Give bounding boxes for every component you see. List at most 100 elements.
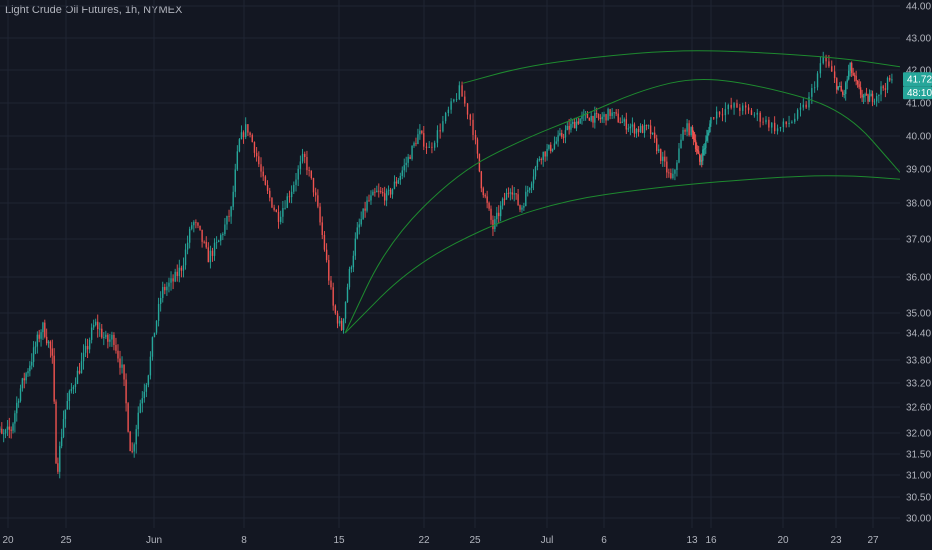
candle-body [695,148,698,151]
candle-body [884,88,887,90]
candle-body [701,160,703,162]
candle-body [691,127,694,133]
candle-body [264,176,267,186]
chart-title: Light Crude Oil Futures, 1h, NYMEX [5,4,183,16]
candle-body [633,124,636,134]
candle-body [282,208,284,217]
x-tick-label: 8 [241,535,247,546]
candle-body [105,334,107,338]
time-axis-background[interactable] [0,528,932,550]
candle-body [846,79,848,83]
candle-body [486,196,488,203]
candle-body [330,280,332,288]
trend-curve-1[interactable] [344,78,901,334]
candle-body [342,318,345,331]
candle-body [736,103,738,108]
price-axis[interactable]: 44.00 43.00 42.00 41.00 40.00 39.00 38.00 37.00… [906,2,931,525]
candle-body [220,235,222,241]
candle-body [372,191,374,196]
candle-body [651,132,654,135]
x-tick-label: 16 [705,535,717,546]
candle-body [861,94,863,98]
candle-body [391,188,394,195]
candle-body [808,96,810,108]
candle-body [2,433,5,435]
candle-body [621,121,623,123]
candle-body [586,113,589,119]
candle-body [623,119,625,122]
candle-body [791,121,793,123]
candle-body [581,115,583,119]
candle-body [90,327,93,340]
candle-body [709,123,711,133]
candle-body [172,278,174,282]
candle-body [168,282,170,287]
candle-body [553,143,556,149]
candle-body [115,344,117,351]
candle-body [517,194,519,206]
candle-body [1,428,3,434]
candle-body [312,177,315,193]
candle-body [297,168,299,180]
x-tick-label: 25 [469,535,481,546]
candle-body [680,139,682,149]
candle-body [68,391,71,401]
candle-body [387,189,390,191]
candle-body [380,191,382,193]
x-tick-label: 25 [60,535,72,546]
candle-body [62,419,65,438]
candle-body [413,143,415,146]
candle-body [238,139,241,152]
candle-body [421,130,423,134]
candle-body [269,190,271,198]
candle-body [655,138,658,152]
candle-body [370,195,372,201]
candle-body [693,139,696,141]
candle-body [184,249,187,266]
trend-curve-3[interactable] [462,50,901,84]
candle-body [684,130,686,132]
candle-body [31,361,33,366]
candle-body [286,196,288,208]
candle-body [197,222,199,226]
candle-body [643,124,646,133]
candle-body [561,133,563,137]
candle-body [139,403,141,413]
candle-body [111,334,113,340]
x-tick-label: 15 [333,535,345,546]
candle-body [301,153,304,162]
candle-body [234,169,236,192]
candle-body [811,88,813,97]
time-axis[interactable]: 20 25 Jun 8 15 22 25 Jul 6 13 16 20 23 27 [2,535,879,546]
candle-body [153,332,156,338]
candle-body [858,84,860,88]
candle-body [251,135,253,143]
candle-body [750,110,753,115]
last-price-badge [903,72,932,87]
candle-body [530,183,533,189]
candle-body [579,118,581,124]
y-tick-label: 35.00 [906,309,931,320]
candle-body [217,240,220,242]
trend-curve-2[interactable] [344,175,901,334]
candle-body [845,82,847,95]
candle-body [149,356,152,376]
candle-body [164,286,166,291]
candle-body [277,211,280,222]
candle-body [590,116,592,121]
candle-body [878,94,880,97]
candle-body [360,219,362,225]
y-tick-label: 34.40 [906,329,931,340]
price-badges: 41.72 48:10 [903,72,932,100]
candle-body [690,127,692,136]
candle-body [364,208,366,211]
candle-body [78,370,81,374]
candle-body [536,160,539,168]
candle-body [99,328,101,330]
candle-body [511,192,513,195]
candle-body [849,62,851,71]
candle-body [862,96,865,98]
candle-body [34,346,37,348]
candle-body [700,160,702,162]
